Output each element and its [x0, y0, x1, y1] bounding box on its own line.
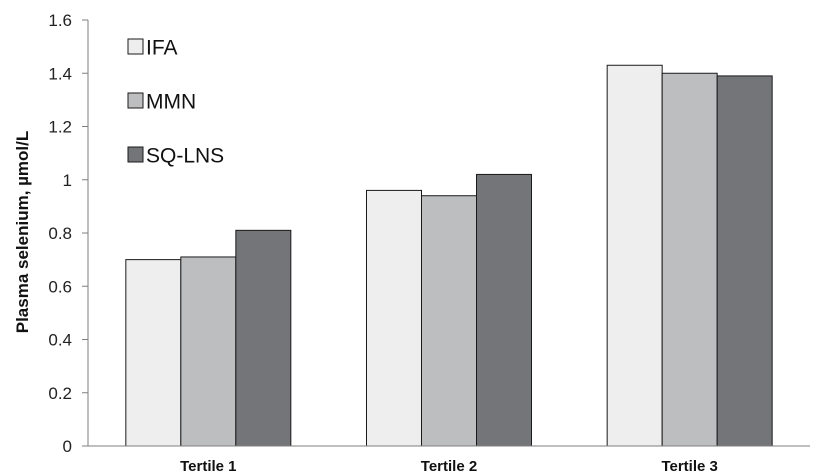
legend-swatch-mmn — [127, 92, 144, 109]
bars — [125, 64, 773, 447]
y-tick-label: 0.6 — [48, 277, 72, 296]
legend: IFA MMN SQ-LNS — [127, 37, 224, 168]
bar-mmn-3 — [661, 72, 718, 447]
legend-label-sq-lns: SQ-LNS — [146, 145, 224, 168]
bar-sq-lns-1 — [235, 229, 292, 447]
y-tick-label: 1.2 — [48, 118, 72, 137]
x-tick-label: Tertile 3 — [661, 458, 717, 475]
y-axis-ticks: 0 0.2 0.4 0.6 0.8 1 1.2 1.4 1.6 — [48, 11, 88, 456]
bar-ifa-3 — [606, 64, 663, 447]
bar-ifa-2 — [366, 189, 422, 447]
y-tick-label: 0 — [63, 437, 72, 456]
bar-mmn-1 — [180, 256, 237, 447]
y-tick-label: 0.4 — [48, 331, 72, 350]
legend-label-ifa: IFA — [146, 37, 178, 60]
y-tick-label: 1.6 — [48, 11, 72, 30]
legend-label-mmn: MMN — [146, 91, 196, 114]
y-tick-label: 1.4 — [48, 64, 72, 83]
x-tick-label: Tertile 1 — [180, 458, 236, 475]
bar-sq-lns-3 — [716, 75, 773, 447]
y-tick-label: 1 — [63, 171, 72, 190]
x-tick-label: Tertile 2 — [421, 458, 477, 475]
bar-sq-lns-2 — [476, 173, 532, 447]
bar-mmn-2 — [421, 195, 477, 447]
legend-swatch-sq-lns — [127, 146, 144, 163]
y-tick-label: 0.8 — [48, 224, 72, 243]
bar-ifa-1 — [125, 259, 182, 447]
y-axis-label: Plasma selenium, µmol/L — [13, 131, 32, 334]
legend-swatch-ifa — [127, 38, 144, 55]
y-tick-label: 0.2 — [48, 384, 72, 403]
x-axis-labels: Tertile 1 Tertile 2 Tertile 3 — [180, 458, 718, 475]
